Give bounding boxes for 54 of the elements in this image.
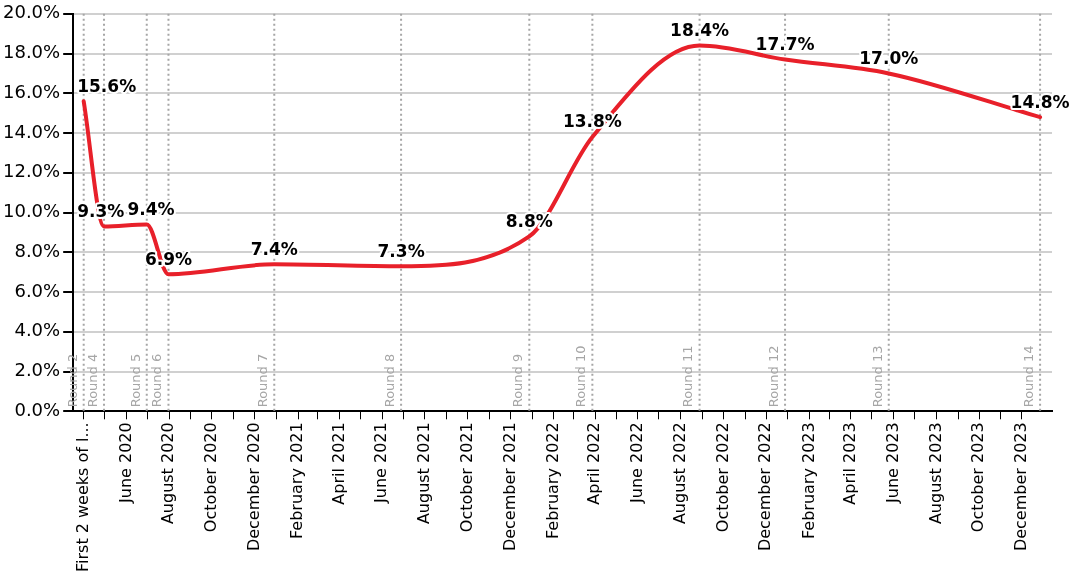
x-tick-label: December 2023 (1011, 422, 1031, 552)
y-tick-label: 0.0% (14, 398, 61, 420)
data-label: 7.3% (377, 240, 425, 261)
x-tick-label: April 2023 (840, 422, 860, 505)
x-tick-label: December 2021 (499, 422, 519, 552)
data-label: 14.8% (1010, 91, 1070, 112)
x-tick-label: December 2020 (243, 422, 263, 552)
data-label: 17.0% (859, 47, 919, 68)
x-tick-label: April 2022 (584, 422, 604, 505)
ref-line-label: Round 12 (765, 345, 781, 408)
x-tick-label: December 2022 (755, 422, 775, 552)
ref-line-label: Round 2 (64, 353, 80, 408)
ref-line-label: Round 11 (680, 345, 696, 408)
x-tick-label: August 2020 (158, 422, 178, 525)
x-tick-label: April 2021 (328, 422, 348, 505)
ref-line-label: Round 8 (381, 353, 397, 408)
ref-line-label: Round 5 (127, 353, 143, 408)
y-tick-label: 12.0% (2, 160, 61, 182)
y-tick-label: 4.0% (14, 319, 61, 341)
data-label: 7.4% (250, 238, 298, 259)
x-tick-label: February 2021 (287, 422, 307, 540)
x-tick-label: June 2022 (627, 422, 647, 504)
x-tick-label: October 2021 (456, 422, 476, 533)
data-label: 17.7% (755, 33, 815, 54)
x-tick-label: October 2022 (712, 422, 732, 533)
y-tick-label: 8.0% (14, 239, 61, 261)
y-tick-label: 10.0% (2, 200, 61, 222)
data-label: 15.6% (77, 75, 137, 96)
x-tick-label: August 2021 (414, 422, 434, 525)
ref-line-label: Round 10 (573, 345, 589, 408)
x-tick-label: June 2023 (882, 422, 902, 504)
x-tick-label: February 2023 (798, 422, 818, 540)
ref-line-label: Round 9 (510, 353, 526, 408)
y-tick-label: 2.0% (14, 359, 61, 381)
y-tick-label: 16.0% (2, 80, 61, 102)
ref-line-label: Round 6 (149, 353, 165, 408)
y-tick-label: 18.0% (2, 41, 61, 63)
x-tick-label: August 2023 (925, 422, 945, 525)
ref-line-label: Round 13 (869, 345, 885, 408)
y-tick-label: 14.0% (2, 120, 61, 142)
ref-line-label: Round 7 (255, 353, 271, 408)
y-tick-label: 6.0% (14, 279, 61, 301)
data-label: 18.4% (670, 20, 730, 41)
y-tick-label: 20.0% (2, 1, 61, 23)
x-tick-label: June 2021 (371, 422, 391, 504)
ref-line-label: Round 14 (1020, 345, 1036, 408)
x-tick-label: October 2023 (968, 422, 988, 533)
x-tick-label: First 2 weeks of l... (72, 422, 92, 573)
x-tick-label: October 2020 (201, 422, 221, 533)
data-label: 9.4% (127, 198, 175, 219)
x-tick-label: August 2022 (669, 422, 689, 525)
x-tick-label: February 2022 (542, 422, 562, 540)
ref-line-label: Round 4 (84, 353, 100, 408)
x-tick-label: June 2020 (115, 422, 135, 504)
